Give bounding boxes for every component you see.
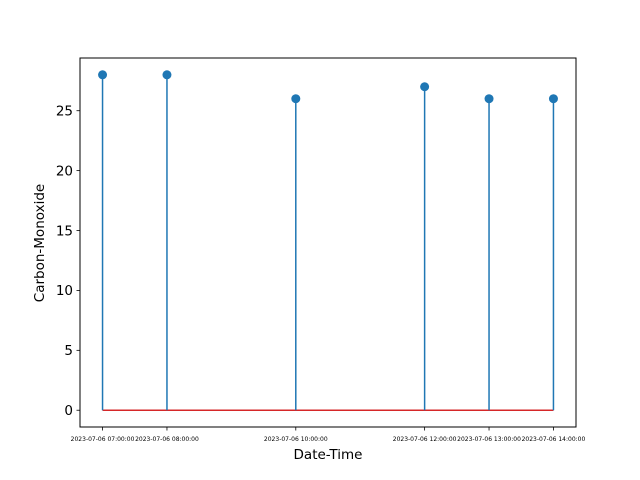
y-tick-label: 5 [64,343,73,359]
x-axis-label: Date-Time [294,447,363,463]
y-tick-label: 20 [56,163,73,179]
y-tick-label: 0 [64,403,73,419]
y-tick-label: 15 [56,223,73,239]
y-axis-label: Carbon-Monoxide [32,184,48,302]
axes-frame [79,57,577,428]
x-tick-label: 2023-07-06 12:00:00 [393,436,457,443]
x-tick-label: 2023-07-06 14:00:00 [522,436,586,443]
x-tick-label: 2023-07-06 08:00:00 [135,436,199,443]
stem-marker [484,94,494,104]
stem-marker [420,82,430,92]
stem-marker [291,94,301,104]
stem-marker [548,94,558,104]
x-axis: 2023-07-06 07:00:00 2023-07-06 08:00:00 20… [71,427,586,443]
y-axis: 0 5 10 15 20 25 [56,104,80,419]
x-tick-label: 2023-07-06 13:00:00 [457,436,521,443]
x-tick-label: 2023-07-06 07:00:00 [71,436,135,443]
stem-marker [162,70,172,80]
y-tick-label: 10 [56,283,73,299]
x-tick-label: 2023-07-06 10:00:00 [264,436,328,443]
y-tick-label: 25 [56,104,73,120]
plot-area [98,70,558,411]
stem-marker [98,70,108,80]
